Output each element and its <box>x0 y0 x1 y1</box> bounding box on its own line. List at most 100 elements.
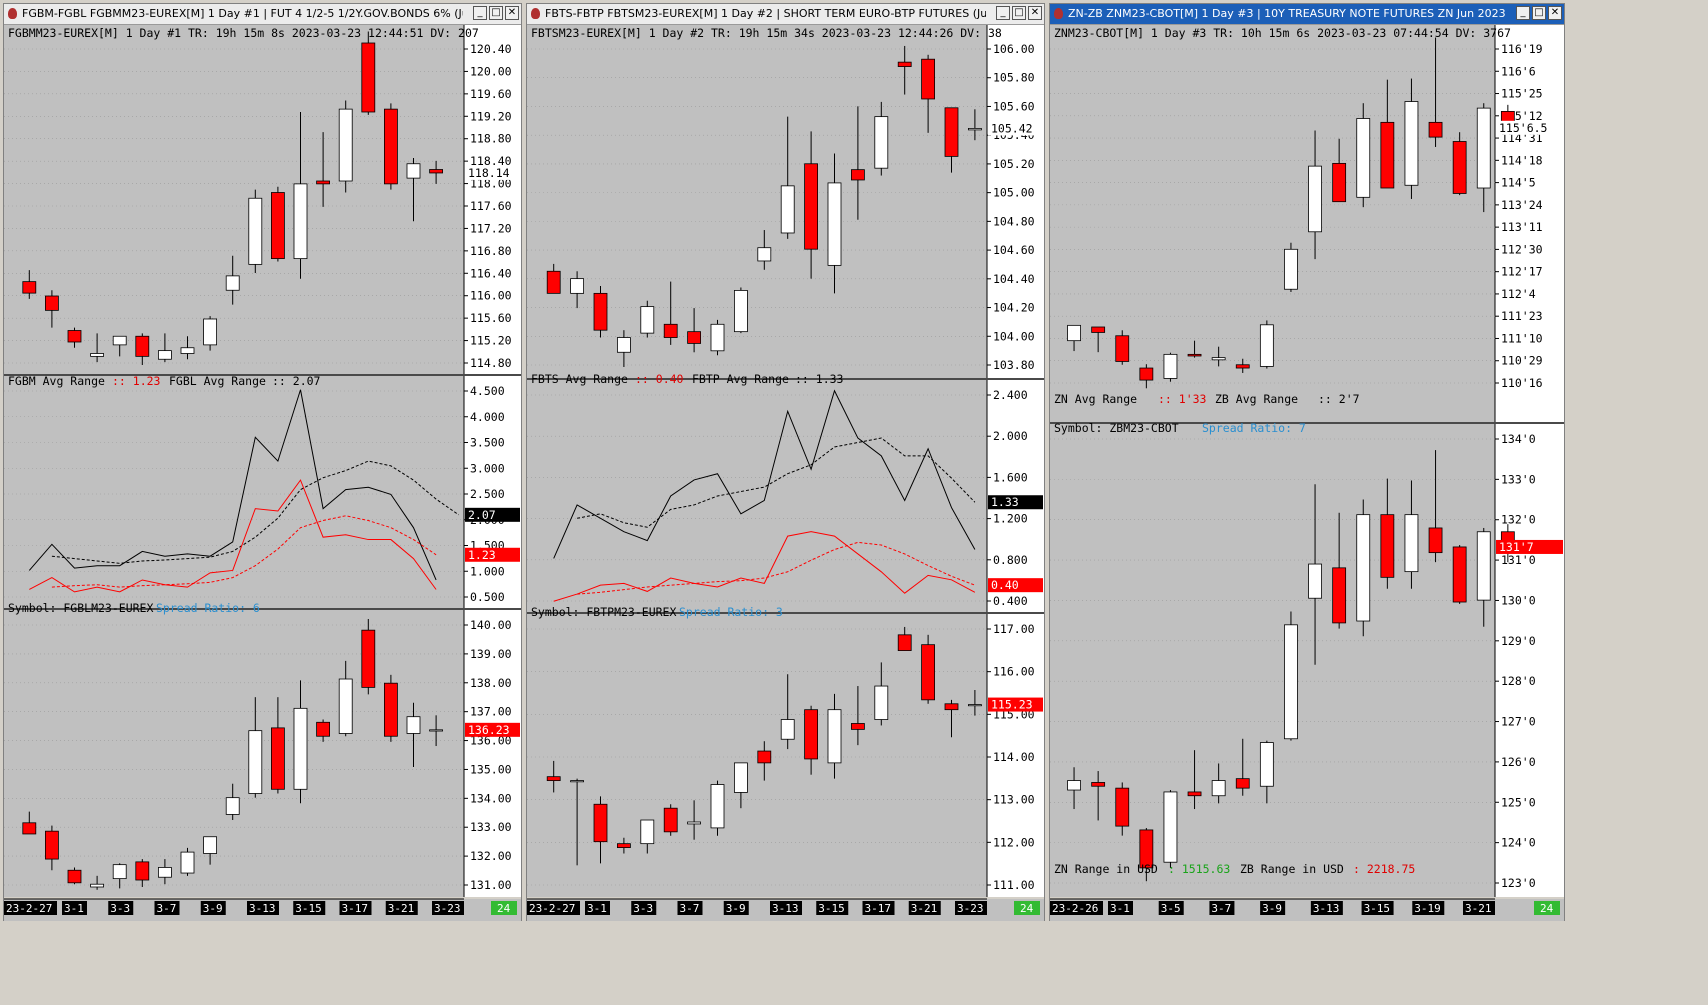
price-tick-label: 115.60 <box>470 311 512 325</box>
price-candle-body <box>406 163 421 179</box>
second-candle-body <box>90 883 104 888</box>
price-candle-body <box>617 337 631 353</box>
price-candle-body <box>316 180 331 185</box>
price-candle-body <box>897 61 912 67</box>
second-marker: 115.23 <box>991 698 1033 712</box>
price-tick-label: 120.00 <box>470 64 512 78</box>
price-tick-label: 120.40 <box>470 42 512 56</box>
window-3-title: ZN-ZB ZNM23-CBOT[M] 1 Day #3 | 10Y TREAS… <box>1068 7 1506 20</box>
price-tick-label: 112'17 <box>1501 265 1543 279</box>
second-marker-bg <box>465 722 520 737</box>
date-label: 23-2-27 <box>529 902 575 915</box>
date-label-bg <box>527 901 580 915</box>
price-tick-label: 117.60 <box>470 199 512 213</box>
chart-window-2[interactable]: FBTS-FBTP FBTSM23-EUREX[M] 1 Day #2 | SH… <box>526 3 1045 921</box>
date-label: 3-17 <box>865 902 892 915</box>
price-candle-body <box>1308 165 1322 233</box>
price-candle-body <box>22 281 37 294</box>
maximize-button[interactable]: □ <box>489 6 503 20</box>
second-candle-body <box>944 703 959 711</box>
date-label-bg <box>1310 901 1343 915</box>
page-badge: 24 <box>1020 902 1034 915</box>
date-label-bg <box>154 901 180 915</box>
ind-marker-b-bg <box>988 578 1043 593</box>
price-candle-body <box>663 323 678 338</box>
usd-range-value-a: : 1515.63 <box>1168 862 1230 876</box>
ind-marker-a: 1.33 <box>991 495 1019 509</box>
window-2-titlebar[interactable]: FBTS-FBTP FBTSM23-EUREX[M] 1 Day #2 | SH… <box>527 4 1044 25</box>
second-candle-body <box>710 784 725 829</box>
chart-3-svg[interactable]: 116'19116'6115'25115'12114'31114'18114'5… <box>1050 25 1564 921</box>
date-label-bg <box>816 901 849 915</box>
symbol-label: Symbol: FGBLM23-EUREX <box>8 601 153 615</box>
second-candle-body <box>1163 791 1178 863</box>
window-2-title: FBTS-FBTP FBTSM23-EUREX[M] 1 Day #2 | SH… <box>545 7 986 20</box>
price-candle-body <box>1380 121 1395 189</box>
second-tick-label: 131.00 <box>470 878 512 892</box>
price-tick-label: 115'25 <box>1501 87 1543 101</box>
second-candle-body <box>827 709 842 764</box>
avg-range-label-a: FBTS Avg Range <box>531 372 628 386</box>
avg-range-value-a: :: 0.40 <box>635 372 684 386</box>
minimize-button[interactable]: _ <box>1516 6 1530 20</box>
price-tick-label: 114'5 <box>1501 176 1536 190</box>
chart-2-svg[interactable]: 106.00105.80105.60105.40105.20105.00104.… <box>527 25 1044 921</box>
date-label: 3-5 <box>1161 902 1181 915</box>
second-tick-label: 131'0 <box>1501 553 1536 567</box>
chart-header: FBTSM23-EUREX[M] 1 Day #2 TR: 19h 15m 34… <box>531 26 1002 40</box>
second-candle-body <box>1428 527 1443 554</box>
price-candle-body <box>67 330 82 343</box>
chart-area-1[interactable]: 120.40 120.00 119.60 119.20 118.80 118.40 118.… <box>4 25 521 921</box>
date-label: 23-2-26 <box>1052 902 1098 915</box>
second-candle-body <box>157 867 172 878</box>
date-label: 23-2-27 <box>6 902 52 915</box>
second-candle-body <box>780 719 795 740</box>
chart-header: FGBMM23-EUREX[M] 1 Day #1 TR: 19h 15m 8s… <box>8 26 479 40</box>
price-tick-label: 116.00 <box>470 289 512 303</box>
avg-range-label-a: ZN Avg Range <box>1054 392 1137 406</box>
chart-1-svg[interactable]: 120.40120.00119.60119.20118.80118.40118.… <box>4 25 521 921</box>
price-tick-label: 114'18 <box>1501 153 1543 167</box>
avg-range-value-b: :: 2.07 <box>272 374 321 388</box>
price-tick-label: 105.80 <box>993 71 1035 85</box>
usd-range-label-a: ZN Range in USD <box>1054 862 1158 876</box>
chart-window-1[interactable]: FGBM-FGBL FGBMM23-EUREX[M] 1 Day #1 | FU… <box>3 3 522 921</box>
price-tick-label: 118.00 <box>470 177 512 191</box>
second-candle-body <box>135 861 150 881</box>
ind-tick-label: 1.600 <box>993 470 1028 484</box>
second-candle-body <box>967 704 982 707</box>
price-candle-body <box>225 275 240 291</box>
chart-window-3[interactable]: ZN-ZB ZNM23-CBOT[M] 1 Day #3 | 10Y TREAS… <box>1049 3 1565 921</box>
maximize-button[interactable]: □ <box>1012 6 1026 20</box>
maximize-button[interactable]: □ <box>1532 6 1546 20</box>
minimize-button[interactable]: _ <box>473 6 487 20</box>
window-1-titlebar[interactable]: FGBM-FGBL FGBMM23-EUREX[M] 1 Day #1 | FU… <box>4 4 521 25</box>
price-candle-body <box>338 108 353 182</box>
second-candle-body <box>1259 742 1274 787</box>
chart-area-3[interactable]: 116'19 116'6 115'25 115'12 114'31 114'18 114'5… <box>1050 25 1564 921</box>
chart-area-2[interactable]: 106.00105.80105.60105.40105.20105.00104.… <box>527 25 1044 921</box>
price-tick-label: 114.80 <box>470 356 512 370</box>
second-candle-body <box>1187 791 1202 797</box>
price-candle-body <box>1091 326 1106 333</box>
second-candle-body <box>225 797 240 815</box>
close-button[interactable]: ✕ <box>1548 6 1562 20</box>
price-tick-label: 111'23 <box>1501 309 1543 323</box>
close-button[interactable]: ✕ <box>1028 6 1042 20</box>
second-candle-body <box>850 723 865 730</box>
second-candle-body <box>361 629 376 688</box>
avg-range-value-b: :: 1.33 <box>795 372 844 386</box>
second-candle-body <box>1091 782 1106 787</box>
ind-tick-label: 0.400 <box>993 594 1028 608</box>
second-tick-label: 136.00 <box>470 734 512 748</box>
second-tick-label: 140.00 <box>470 618 512 632</box>
minimize-button[interactable]: _ <box>996 6 1010 20</box>
avg-range-label-b: FGBL Avg Range <box>169 374 266 388</box>
date-label-bg <box>1463 901 1495 915</box>
plot-background <box>527 25 987 897</box>
second-candle-body <box>383 682 398 737</box>
window-3-titlebar[interactable]: ZN-ZB ZNM23-CBOT[M] 1 Day #3 | 10Y TREAS… <box>1050 4 1564 25</box>
close-button[interactable]: ✕ <box>505 6 519 20</box>
price-tick-label: 110'29 <box>1501 354 1543 368</box>
date-label-bg <box>770 901 802 915</box>
